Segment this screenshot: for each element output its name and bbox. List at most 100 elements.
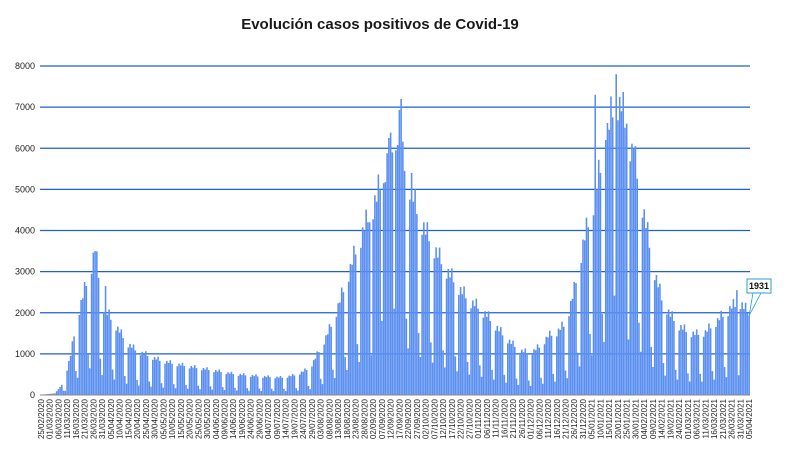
x-tick-label: 21/11/2020 [509,398,518,438]
x-tick-label: 24/07/2020 [299,398,308,439]
bar [214,370,217,395]
bar [491,369,493,395]
x-tick-label: 11/11/2020 [492,398,501,437]
bar [582,239,584,395]
bar [237,375,240,395]
bar [68,360,70,395]
x-tick-label: 24/06/2020 [247,398,256,439]
bar [73,336,75,395]
bar [225,374,228,395]
bar [220,372,222,395]
bar [482,317,485,395]
bar [508,339,511,395]
x-tick-label: 07/10/2020 [430,398,439,439]
x-tick-label: 15/04/2020 [124,398,133,439]
x-tick-label: 25/02/2020 [37,398,46,439]
bar [580,262,583,395]
bar [319,378,322,395]
bar [694,334,696,395]
x-tick-label: 02/10/2020 [422,398,431,439]
x-tick-label: 20/01/2021 [614,398,623,439]
bar [458,294,460,395]
bar [715,327,717,395]
bar [199,389,201,395]
bar [445,278,448,395]
bar [573,281,576,395]
callout-box [746,278,772,294]
bar [711,371,714,395]
bar [157,356,159,395]
bar [374,195,376,395]
bar [554,381,556,395]
x-tick-label: 09/06/2020 [220,398,229,439]
x-tick-label: 08/08/2020 [325,398,334,439]
bar [655,274,658,395]
bar [716,318,719,395]
bar [557,328,560,395]
bar [484,311,486,395]
bar [685,332,687,395]
bar [300,371,303,395]
bar [500,327,502,395]
bar [262,377,264,395]
bar [143,354,145,395]
bar [124,376,126,395]
bar [255,374,257,395]
x-axis: 25/02/2020 01/03/2020 06/03/2020 11/03/2020… [37,394,754,439]
bar [444,367,446,395]
x-tick-label: 01/03/2020 [46,398,55,439]
bar [153,356,156,395]
x-tick-label: 15/01/2021 [605,398,614,439]
bar [480,376,483,395]
x-tick-label: 05/04/2021 [745,398,754,439]
bar [197,385,200,395]
bar [486,316,488,395]
bar [160,383,163,395]
bar [664,375,666,395]
bar [438,247,441,395]
bar [678,330,680,395]
bar [230,371,233,395]
bar [162,387,165,395]
bar [90,273,93,395]
bar [227,372,229,395]
bar [358,361,360,395]
bar [218,369,221,395]
bar [507,343,509,395]
bar [335,316,338,395]
bar [314,358,317,395]
bar [398,110,401,395]
x-tick-label: 26/11/2020 [518,398,527,438]
bar [152,359,154,395]
bar [104,286,107,395]
bar [381,320,383,395]
bar [312,360,315,395]
bar [587,227,590,395]
bar [159,360,161,395]
bar [339,302,341,395]
bar [379,189,381,396]
bar [475,298,478,395]
x-tick-label: 17/09/2020 [395,398,404,439]
bar [545,336,548,395]
x-tick-label: 02/09/2020 [369,398,378,439]
bar [493,379,495,395]
bar [428,241,430,395]
bar [534,350,537,395]
bar [283,388,285,395]
bar [318,352,320,395]
bar [256,376,259,395]
bar [367,222,369,395]
bar [89,368,91,395]
x-tick-label: 10/01/2021 [596,398,605,439]
x-tick-label: 21/03/2020 [81,398,90,439]
bar [138,385,140,395]
x-tick-label: 01/12/2020 [527,398,536,439]
last-value-callout: 1931 [746,278,772,316]
bar [167,362,170,395]
bar [620,111,623,396]
bar [519,352,521,395]
x-tick-label: 21/12/2020 [562,398,571,439]
bar [174,388,177,395]
x-tick-label: 06/12/2020 [535,398,544,439]
